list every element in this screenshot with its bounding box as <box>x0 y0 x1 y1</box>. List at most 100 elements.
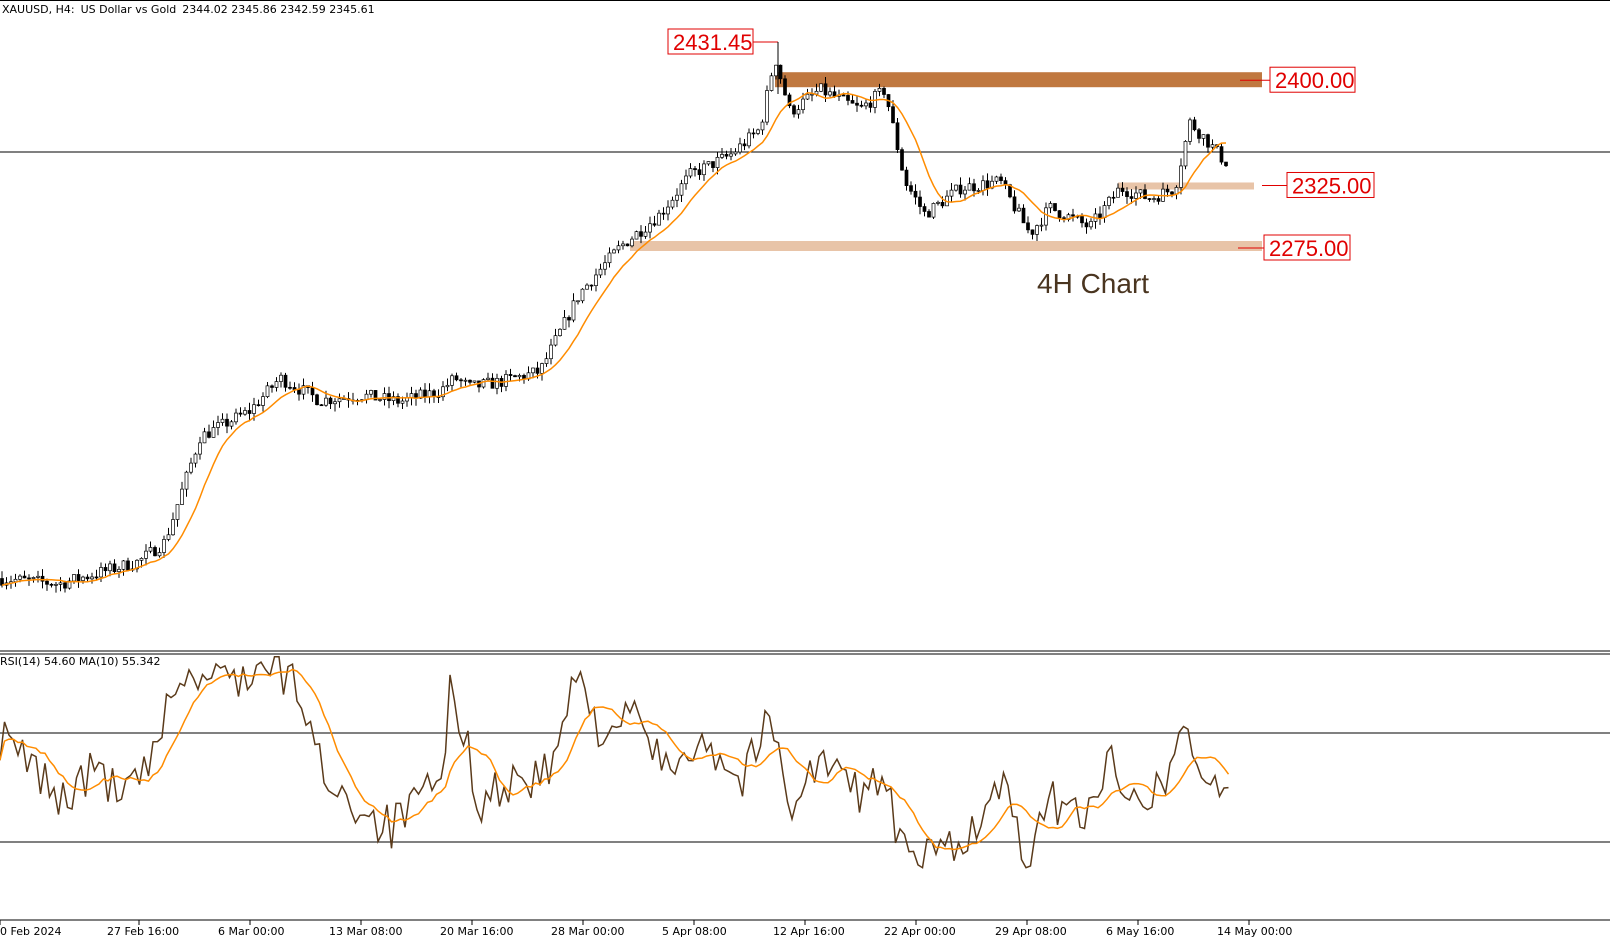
candle-body <box>486 377 490 380</box>
candle-body <box>144 550 148 559</box>
candle-body <box>666 206 670 215</box>
candle-body <box>751 132 756 135</box>
candle-body <box>396 396 400 404</box>
candle-body <box>976 190 981 192</box>
candle-body <box>823 83 828 96</box>
candle-body <box>99 567 103 578</box>
date-label: 22 Apr 00:00 <box>884 925 956 938</box>
candle-body <box>670 199 675 208</box>
candle-body <box>684 175 688 185</box>
candle-body <box>1107 196 1111 206</box>
candle-body <box>774 64 778 77</box>
candle-body <box>580 288 585 302</box>
candle-body <box>954 184 958 191</box>
candle-body <box>1084 222 1089 228</box>
candle-body <box>792 105 796 115</box>
date-label: 6 Mar 00:00 <box>218 925 284 938</box>
candle-body <box>27 577 31 580</box>
candle-body <box>319 404 324 407</box>
date-label: 28 Mar 00:00 <box>551 925 624 938</box>
candle-body <box>315 394 319 406</box>
candle-body <box>1098 213 1102 219</box>
candle-body <box>238 412 243 415</box>
candle-body <box>1201 134 1206 139</box>
candle-body <box>769 75 774 91</box>
price-label-box <box>667 28 754 55</box>
candle-body <box>985 180 990 189</box>
candle-body <box>337 398 342 403</box>
candle-body <box>72 574 76 582</box>
candle-body <box>1165 188 1170 193</box>
candle-body <box>153 547 157 557</box>
candle-body <box>603 262 607 270</box>
candle-body <box>675 194 679 201</box>
candle-body <box>963 189 967 195</box>
candle-body <box>999 176 1003 182</box>
candle-body <box>369 390 373 395</box>
zones-layer <box>630 72 1262 251</box>
date-label: 6 May 16:00 <box>1106 925 1174 938</box>
candle-body <box>657 212 661 226</box>
candle-body <box>189 462 193 473</box>
candle-body <box>1224 161 1228 167</box>
date-label: 5 Apr 08:00 <box>662 925 727 938</box>
candle-body <box>85 576 90 580</box>
candle-body <box>1129 196 1134 199</box>
candle-body <box>891 106 895 124</box>
candle-body <box>36 575 40 578</box>
candle-body <box>504 374 508 387</box>
candle-body <box>333 401 337 405</box>
candle-body <box>805 93 810 100</box>
candle-body <box>706 161 711 165</box>
candle-body <box>288 386 292 389</box>
candle-body <box>279 374 283 382</box>
candle-body <box>715 156 720 168</box>
candle-body <box>918 196 922 207</box>
moving-average-line <box>1 92 1227 586</box>
candle-body <box>450 375 454 386</box>
candle-body <box>1143 189 1147 199</box>
candle-body <box>184 471 189 490</box>
candle-body <box>760 121 765 131</box>
candle-body <box>693 168 697 171</box>
rsi-ma-line <box>0 668 1230 851</box>
price-label-text: 2325.00 <box>1292 173 1372 198</box>
candle-body <box>423 389 427 398</box>
symbol-header: XAUUSD, H4: US Dollar vs Gold 2344.02 2345… <box>2 3 375 16</box>
candle-body <box>22 575 27 579</box>
candle-body <box>1021 207 1026 224</box>
candle-body <box>558 328 562 337</box>
candle-body <box>630 238 634 247</box>
candle-body <box>94 576 99 579</box>
candle-body <box>265 385 270 397</box>
candle-body <box>598 268 603 276</box>
candle-body <box>261 396 265 406</box>
candle-body <box>612 249 616 254</box>
candle-body <box>198 442 202 455</box>
candle-body <box>135 559 139 570</box>
candle-body <box>229 421 234 427</box>
candle-body <box>895 122 900 150</box>
candle-body <box>540 363 544 374</box>
candle-body <box>904 169 909 187</box>
candle-body <box>607 252 612 264</box>
candle-body <box>126 560 130 571</box>
candle-body <box>1183 141 1188 167</box>
candle-body <box>819 83 823 92</box>
candle-body <box>171 519 175 536</box>
candle-body <box>562 317 567 330</box>
candle-body <box>720 154 724 158</box>
candle-body <box>756 129 760 134</box>
candle-body <box>297 389 301 395</box>
rsi-line <box>0 655 1229 869</box>
date-label: 13 Mar 08:00 <box>329 925 402 938</box>
candle-body <box>324 397 328 406</box>
candle-body <box>738 143 742 153</box>
candle-body <box>490 377 495 389</box>
candle-body <box>40 575 45 582</box>
candle-body <box>1053 203 1057 211</box>
candle-body <box>67 580 72 589</box>
candle-body <box>1206 134 1210 148</box>
candle-body <box>733 151 738 155</box>
